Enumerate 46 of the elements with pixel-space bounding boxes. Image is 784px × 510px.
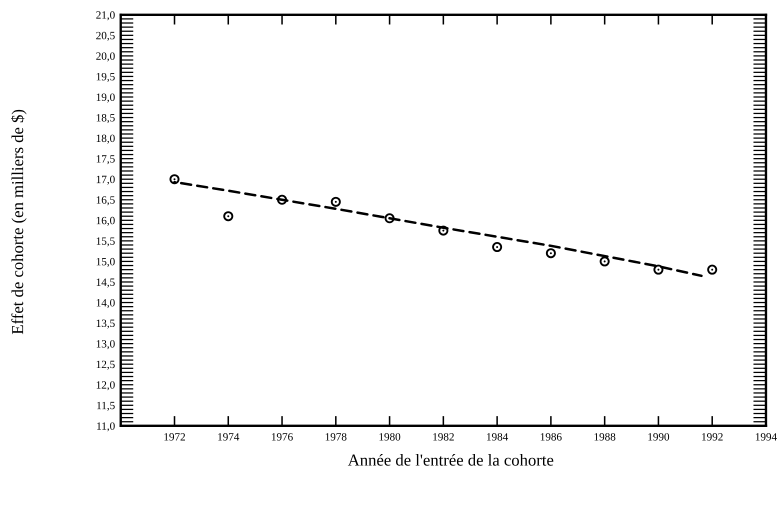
point	[600, 256, 610, 266]
point	[170, 174, 180, 184]
y-tick-label: 15,0	[96, 258, 115, 267]
y-tick-label: 19,0	[96, 93, 115, 103]
y-tick-label: 17,0	[96, 176, 115, 185]
y-tick-label: 21,0	[96, 11, 115, 20]
y-axis-title: Effet de cohorte (en milliers de $)	[11, 110, 27, 334]
y-tick-label: 16,0	[96, 216, 115, 226]
y-tick-label: 13,0	[96, 340, 115, 350]
y-tick-label: 17,5	[96, 155, 115, 164]
y-tick-label: 12,5	[96, 360, 115, 370]
y-tick-label: 11,5	[97, 402, 115, 411]
y-tick-label: 16,5	[96, 196, 115, 206]
x-tick-label: 1974	[218, 433, 240, 441]
point	[492, 242, 502, 252]
point	[330, 196, 341, 207]
y-tick-label: 13,5	[96, 320, 115, 329]
point	[707, 264, 718, 275]
x-tick-label: 1972	[164, 433, 186, 441]
y-tick-label: 20,5	[96, 32, 115, 41]
x-tick-label: 1986	[540, 433, 562, 441]
x-tick-label: 1988	[594, 433, 616, 441]
x-tick-label: 1994	[756, 433, 777, 441]
point	[653, 264, 664, 275]
point	[438, 226, 448, 236]
point	[277, 194, 288, 205]
y-tick-label: 11,0	[97, 422, 115, 432]
x-tick-label: 1980	[379, 433, 400, 441]
y-tick-label: 20,0	[96, 52, 115, 62]
point	[546, 248, 556, 258]
x-tick-label: 1992	[702, 433, 723, 441]
y-tick-label: 18,0	[96, 134, 115, 144]
y-tick-label: 19,5	[96, 72, 115, 82]
point	[223, 211, 234, 222]
x-axis-title: Année de l'entrée de la cohorte	[348, 454, 554, 466]
y-tick-label: 14,5	[96, 278, 115, 288]
y-tick-label: 18,5	[96, 114, 115, 124]
y-tick-label: 15,5	[96, 237, 115, 246]
y-tick-label: 12,0	[96, 381, 115, 390]
y-tick-label: 14,0	[96, 299, 115, 308]
point	[384, 213, 395, 224]
x-tick-label: 1984	[486, 433, 508, 441]
x-tick-label: 1990	[648, 433, 670, 441]
x-tick-label: 1982	[433, 433, 454, 441]
x-tick-label: 1978	[326, 433, 346, 441]
x-tick-label: 1976	[272, 433, 293, 441]
